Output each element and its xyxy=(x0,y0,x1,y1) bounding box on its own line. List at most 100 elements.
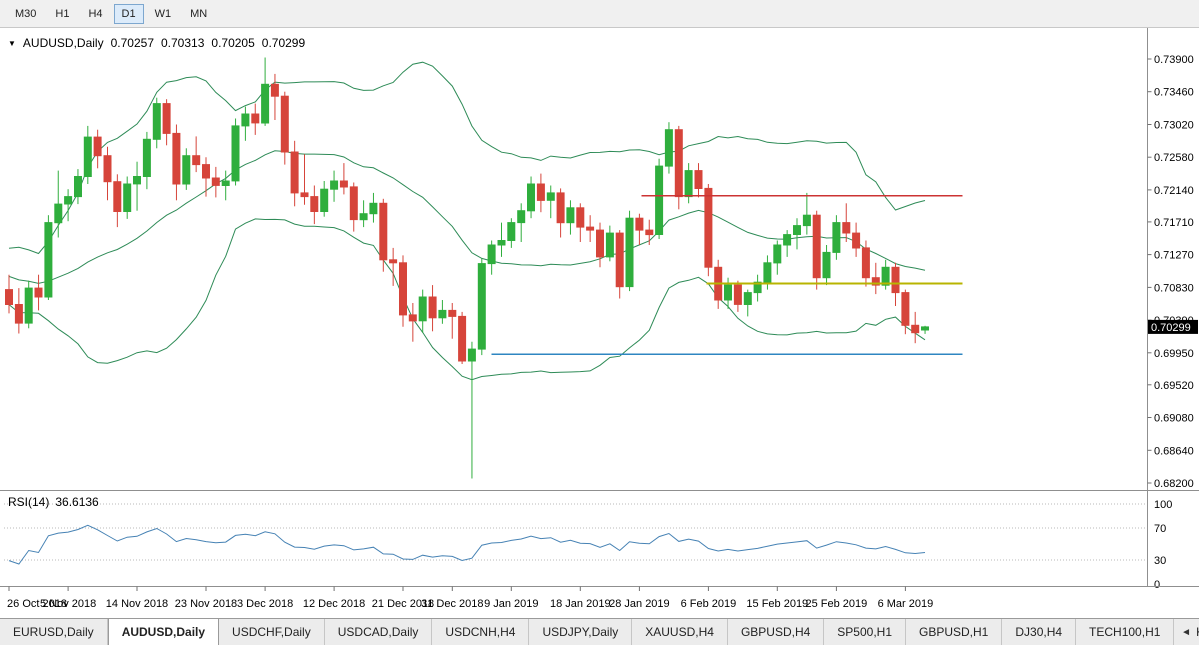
chart-tab-tech100-h1[interactable]: TECH100,H1 xyxy=(1076,619,1175,645)
timeframe-button-mn[interactable]: MN xyxy=(182,4,215,24)
timeframe-toolbar: M30 H1 H4 D1 W1 MN xyxy=(0,0,1199,28)
candle-body xyxy=(133,176,141,185)
price-tick-label: 0.73460 xyxy=(1154,87,1194,99)
candle-body xyxy=(694,170,703,190)
candle-body xyxy=(911,324,920,334)
chart-objects xyxy=(491,195,963,356)
chart-tab-usdchf-daily[interactable]: USDCHF,Daily xyxy=(219,619,325,645)
candle-body xyxy=(369,202,378,215)
chart-tab-gbpusd-h1[interactable]: GBPUSD,H1 xyxy=(906,619,1003,645)
date-tick-label: 31 Dec 2018 xyxy=(421,598,483,610)
candle-body xyxy=(428,296,437,319)
chart-tab-usdjpy-daily[interactable]: USDJPY,Daily xyxy=(529,619,633,645)
candle-body xyxy=(438,309,447,319)
candle-body xyxy=(448,309,457,317)
candle-body xyxy=(822,251,831,279)
candle-body xyxy=(605,232,614,258)
candle-body xyxy=(527,183,535,212)
candle-body xyxy=(310,196,319,213)
date-tick-label: 15 Feb 2019 xyxy=(746,598,808,610)
candle-body xyxy=(743,292,752,306)
chart-tab-sp500-h1[interactable]: SP500,H1 xyxy=(824,619,906,645)
candle-body xyxy=(330,180,339,190)
candle-body xyxy=(655,165,664,236)
tab-scroll-left-icon[interactable]: ◄ xyxy=(1176,619,1196,645)
rsi-level-label: 0 xyxy=(1154,579,1160,591)
rsi-panel: 100 70 30 0 xyxy=(4,499,1172,591)
chart-tab-gbpusd-h4[interactable]: GBPUSD,H4 xyxy=(728,619,825,645)
timeframe-button-m30[interactable]: M30 xyxy=(7,4,44,24)
date-tick-label: 21 Dec 2018 xyxy=(372,598,434,610)
candle-body xyxy=(793,225,801,236)
candle-body xyxy=(625,217,634,288)
date-tick-label: 3 Dec 2018 xyxy=(237,598,293,610)
date-tick-label: 5 Nov 2018 xyxy=(40,598,96,610)
candle-body xyxy=(241,113,250,127)
candle-body xyxy=(182,155,191,185)
price-tick-label: 0.69950 xyxy=(1154,348,1194,360)
candle-body xyxy=(458,315,467,362)
chart-tab-eurusd-daily[interactable]: EURUSD,Daily xyxy=(0,619,108,645)
candle-body xyxy=(517,210,526,224)
chart-tab-usdcad-daily[interactable]: USDCAD,Daily xyxy=(325,619,433,645)
chart-tab-dj30-h4[interactable]: DJ30,H4 xyxy=(1002,619,1077,645)
chart-tab-xauusd-h4[interactable]: XAUUSD,H4 xyxy=(632,619,728,645)
date-tick-label: 14 Nov 2018 xyxy=(106,598,168,610)
candle-body xyxy=(399,262,407,316)
candle-body xyxy=(142,138,151,178)
chart-tab-usdcnh-h4[interactable]: USDCNH,H4 xyxy=(432,619,530,645)
date-tick-label: 23 Nov 2018 xyxy=(175,598,237,610)
candle-body xyxy=(871,277,880,286)
candle-body xyxy=(733,284,742,305)
price-axis[interactable]: 0.73900 0.73460 0.73020 0.72580 0.72140 0.717… xyxy=(1147,54,1199,490)
rsi-level-label: 30 xyxy=(1154,555,1166,567)
candle-body xyxy=(536,183,545,201)
price-tick-label: 0.69520 xyxy=(1154,380,1194,392)
candle-body xyxy=(664,129,673,167)
candle-body xyxy=(113,181,122,212)
timeframe-button-h4[interactable]: H4 xyxy=(80,4,110,24)
candle-body xyxy=(596,229,604,258)
timeframe-button-h1[interactable]: H1 xyxy=(47,4,77,24)
candle-body xyxy=(802,214,811,227)
candle-body xyxy=(211,177,220,186)
candle-body xyxy=(162,103,171,134)
candle-body xyxy=(202,164,210,179)
candle-body xyxy=(724,284,732,301)
date-tick-label: 6 Feb 2019 xyxy=(681,598,737,610)
candle-body xyxy=(24,287,33,324)
candle-body xyxy=(83,136,92,177)
candle-body xyxy=(389,259,398,264)
price-tick-label: 0.72580 xyxy=(1154,152,1194,164)
candle-body xyxy=(497,240,506,246)
candle-body xyxy=(674,129,683,198)
timeframe-button-w1[interactable]: W1 xyxy=(147,4,180,24)
candle-body xyxy=(546,192,555,201)
current-price-badge xyxy=(1148,319,1198,334)
candle-body xyxy=(881,266,890,286)
chart-dropdown-icon[interactable]: ▼ xyxy=(8,38,16,48)
candle-body xyxy=(763,262,772,283)
date-tick-label: 12 Dec 2018 xyxy=(303,598,365,610)
price-tick-label: 0.72140 xyxy=(1154,185,1194,197)
candle-body xyxy=(586,226,595,231)
timeframe-button-d1[interactable]: D1 xyxy=(113,3,144,24)
candle-body xyxy=(773,244,782,264)
candle-body xyxy=(852,232,861,249)
rsi-line xyxy=(8,524,926,565)
date-tick-label: 25 Feb 2019 xyxy=(806,598,868,610)
candle-body xyxy=(753,281,762,294)
date-tick-label: 9 Jan 2019 xyxy=(484,598,538,610)
candle-body xyxy=(418,296,427,322)
price-chart-canvas[interactable]: 100 70 30 0 0.73900 0.73460 0.73020 0.72580 0.72… xyxy=(0,28,1199,618)
candle-body xyxy=(832,222,841,253)
candle-body xyxy=(467,348,476,362)
candle-body xyxy=(172,132,181,185)
candle-body xyxy=(477,263,486,350)
candle-body xyxy=(103,155,112,183)
candle-body xyxy=(261,83,270,124)
chart-tab-audusd-daily[interactable]: AUDUSD,Daily xyxy=(107,619,220,645)
candle-body xyxy=(251,113,260,124)
